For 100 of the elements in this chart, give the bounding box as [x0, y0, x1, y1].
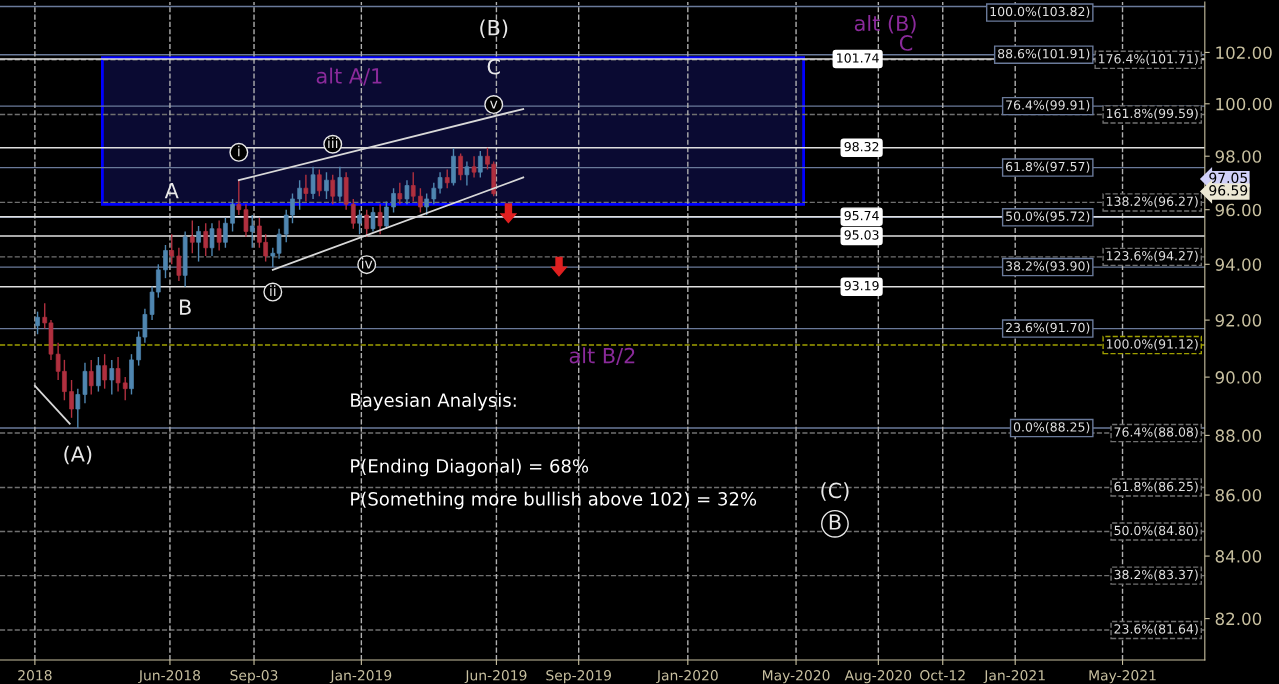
annotation: (C) [821, 482, 849, 501]
ref-line-label: 0.0%(88.25) [1013, 422, 1090, 434]
annotation: (B) [480, 19, 508, 39]
annotation: v [490, 100, 498, 109]
candlestick [196, 225, 201, 263]
annotation: A [164, 183, 179, 199]
y-tick-label: 96.00 [1215, 203, 1262, 217]
candlestick [163, 244, 168, 279]
candlestick [357, 208, 362, 235]
x-tick-label: May-2020 [763, 670, 830, 684]
candlestick [243, 203, 249, 238]
ref-line-label: 38.2%(83.37) [1114, 569, 1198, 581]
y-tick-label: 100.00 [1216, 97, 1272, 111]
candlestick [330, 174, 336, 205]
candlestick [236, 179, 242, 216]
ref-line-label: 50.0%(84.80) [1114, 525, 1198, 537]
x-tick-label: Jan-2020 [656, 670, 718, 684]
candlestick [169, 233, 175, 266]
candlestick [88, 359, 94, 396]
candlestick [458, 152, 463, 181]
x-tick-label: Jun-2018 [138, 670, 201, 684]
y-tick-label: 98.00 [1215, 150, 1262, 163]
ref-line-label: 95.03 [844, 230, 879, 240]
candlestick [478, 150, 483, 179]
ref-line-label: 161.8%(99.59) [1106, 108, 1198, 120]
annotation: alt (B) [854, 15, 916, 34]
candlestick [189, 219, 195, 254]
candlestick [96, 356, 101, 393]
ref-line-label: 76.4%(99.91) [1006, 100, 1090, 112]
x-tick-label: Sep-2019 [546, 670, 611, 684]
x-tick-label: Jun-2019 [464, 670, 527, 684]
x-tick-label: Jan-2019 [329, 670, 392, 684]
candlestick [337, 166, 343, 203]
candlestick [115, 356, 121, 393]
y-tick-label: 88.00 [1215, 429, 1262, 442]
y-tick-label: 86.00 [1215, 489, 1262, 502]
annotation: ii [270, 285, 276, 296]
annotation: C [487, 58, 500, 75]
candlestick [35, 310, 40, 335]
candlestick [249, 214, 255, 249]
ref-line-label: 23.6%(81.64) [1114, 623, 1198, 636]
candlestick [410, 171, 416, 203]
candlestick [471, 155, 477, 179]
x-tick-label: Oct-12 [920, 670, 965, 681]
ref-line-label: 93.19 [844, 280, 879, 291]
candlestick [397, 182, 403, 205]
x-tick-label: May-2021 [1089, 670, 1156, 684]
ref-line-label: 23.6%(91.70) [1006, 322, 1090, 334]
annotation: iii [328, 137, 338, 149]
ref-line-label: 100.0%(91.12) [1106, 339, 1198, 351]
candlestick [297, 179, 302, 211]
x-tick-label: 2018 [18, 670, 52, 681]
y-tick-label: 82.00 [1215, 612, 1262, 626]
annotation: alt A/1 [316, 67, 382, 86]
candlestick [418, 187, 423, 214]
annotation: iv [361, 257, 373, 269]
ref-line-label: 100.0%(103.82) [990, 6, 1090, 18]
ref-line-label: 61.8%(97.57) [1005, 161, 1090, 173]
candlestick [424, 192, 429, 216]
ref-line-label: 138.2%(96.27) [1106, 196, 1198, 208]
text: 96.59 [1209, 185, 1248, 196]
y-tick-label: 92.00 [1215, 314, 1262, 327]
annotation: B [180, 299, 191, 315]
candlestick [69, 379, 74, 419]
candlestick [404, 179, 410, 205]
candlestick [377, 203, 383, 235]
annotation: P(Ending Diagonal) = 68% [351, 458, 589, 477]
annotation: (A) [64, 445, 92, 465]
candlestick [109, 359, 115, 396]
y-tick-label: 84.00 [1215, 550, 1262, 563]
x-tick-label: Jan-2021 [983, 670, 1045, 684]
candlestick [303, 174, 309, 203]
x-tick-label: Aug-2020 [844, 670, 912, 684]
candlestick [324, 171, 329, 200]
candlestick [223, 217, 228, 249]
annotation: i [238, 145, 240, 157]
ref-line-label: 61.8%(86.25) [1114, 481, 1198, 493]
candlestick [391, 187, 396, 214]
ref-line-label: 95.74 [844, 210, 879, 221]
candlestick [230, 198, 235, 233]
candlestick [444, 168, 450, 189]
y-tick-label: 90.00 [1215, 371, 1262, 384]
candlestick [464, 160, 470, 187]
annotation: C [899, 35, 913, 51]
y-tick-label: 94.00 [1215, 258, 1262, 271]
annotation: B [829, 514, 841, 530]
candlestick [384, 200, 389, 230]
ref-line-label: 176.4%(101.71) [1099, 53, 1198, 65]
annotation: alt B/2 [569, 347, 635, 366]
candlestick [102, 353, 107, 390]
candlestick [75, 387, 81, 429]
candlestick [216, 219, 222, 252]
ref-line-label: 98.32 [844, 141, 879, 152]
annotation: P(Something more bullish above 102) = 32% [351, 491, 757, 510]
candlestick [350, 198, 356, 230]
annotation: Bayesian Analysis: [351, 393, 516, 411]
ref-line-label: 88.6%(101.91) [998, 48, 1090, 60]
ref-line-label: 76.4%(88.08) [1114, 427, 1198, 439]
candlestick [370, 206, 376, 233]
ref-line-label: 50.0%(95.72) [1006, 211, 1090, 223]
